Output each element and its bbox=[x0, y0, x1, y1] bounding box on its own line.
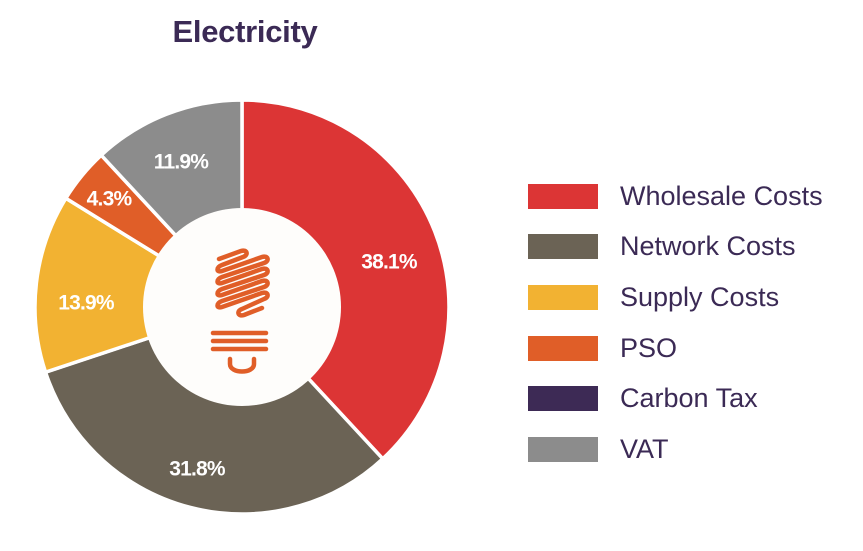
legend-label: Network Costs bbox=[620, 231, 796, 262]
legend-label: VAT bbox=[620, 433, 669, 464]
legend-swatch bbox=[528, 436, 598, 462]
slice-label: 11.9% bbox=[154, 151, 210, 174]
legend-swatch bbox=[528, 234, 598, 260]
legend-swatch bbox=[528, 183, 598, 209]
lightbulb-icon bbox=[210, 248, 270, 374]
legend-label: PSO bbox=[620, 332, 678, 363]
slice-label: 4.3% bbox=[87, 188, 133, 211]
legend-item-network-costs: Network Costs bbox=[528, 222, 823, 273]
slice-wholesale-costs bbox=[240, 98, 451, 462]
legend-item-vat: VAT bbox=[528, 424, 823, 475]
legend-label: Wholesale Costs bbox=[620, 180, 823, 211]
slice-label: 38.1% bbox=[361, 251, 418, 274]
legend-label: Supply Costs bbox=[620, 281, 780, 312]
legend-item-supply-costs: Supply Costs bbox=[528, 272, 823, 323]
slice-labels: 38.1% 31.8% 13.9% 4.3% 11.9% bbox=[58, 151, 418, 481]
legend-swatch bbox=[528, 335, 598, 361]
chart-title: Electricity bbox=[172, 14, 318, 49]
legend-item-wholesale-costs: Wholesale Costs bbox=[528, 171, 823, 222]
slice-supply-costs bbox=[33, 195, 247, 375]
legend: Wholesale Costs Network Costs Supply Cos… bbox=[528, 171, 823, 475]
legend-item-carbon-tax: Carbon Tax bbox=[528, 373, 823, 424]
slice-label: 31.8% bbox=[169, 458, 226, 481]
legend-swatch bbox=[528, 284, 598, 310]
slice-network-costs bbox=[43, 304, 386, 516]
legend-swatch bbox=[528, 386, 598, 412]
donut-chart: 38.1% 31.8% 13.9% 4.3% 11.9% bbox=[33, 98, 451, 516]
slice-label: 13.9% bbox=[58, 292, 115, 315]
legend-label: Carbon Tax bbox=[620, 383, 758, 414]
legend-item-pso: PSO bbox=[528, 323, 823, 374]
